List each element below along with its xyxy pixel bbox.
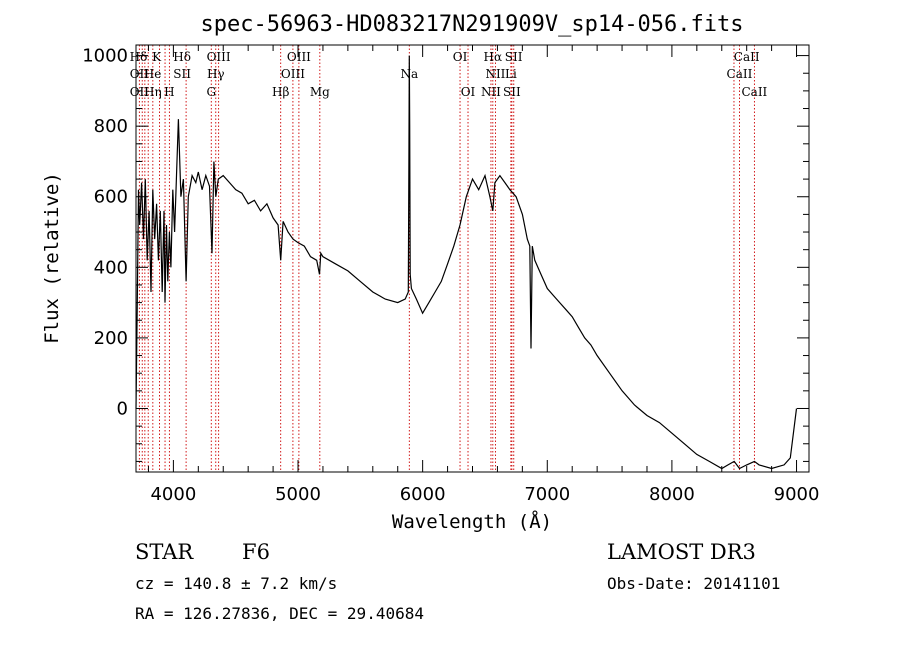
- plot-frame: [135, 44, 810, 473]
- spectral-line-label: OI: [453, 50, 468, 64]
- spectral-line-label: K: [152, 50, 162, 64]
- spectral-line-label: OII: [130, 85, 150, 99]
- spectral-line-markers: [138, 45, 755, 472]
- spectral-line-label: H: [164, 85, 174, 99]
- spectral-line-label: OIII: [281, 67, 305, 81]
- y-tick-label: 1000: [82, 46, 128, 67]
- y-tick-label: 800: [94, 116, 128, 137]
- spectral-line-label: SII: [505, 50, 523, 64]
- x-tick-label: 9000: [774, 484, 820, 505]
- spectral-line-label: CaII: [741, 85, 767, 99]
- spectral-line-label: He: [144, 67, 162, 81]
- spectral-line-label: OI: [461, 85, 476, 99]
- spectral-line-label: Hδ: [173, 50, 191, 64]
- spectral-line-label: NII: [485, 67, 505, 81]
- spectral-line-label: CaII: [727, 67, 753, 81]
- object-subclass: F6: [242, 540, 270, 564]
- spectral-line-label: Mg: [310, 85, 330, 99]
- spectral-line-label: Hα: [484, 50, 503, 64]
- spectral-line-label: CaII: [734, 50, 760, 64]
- spectral-line-label: OII: [130, 67, 150, 81]
- redshift-cz: cz = 140.8 ± 7.2 km/s: [135, 574, 337, 593]
- observation-date: Obs-Date: 20141101: [607, 574, 780, 593]
- survey-name: LAMOST DR3: [607, 540, 756, 564]
- x-axis-label: Wavelength (Å): [392, 510, 552, 533]
- spectral-line-label: NII: [481, 85, 501, 99]
- spectral-line-label: Hγ: [207, 67, 225, 81]
- y-tick-label: 600: [94, 187, 128, 208]
- spectral-line-label: OIII: [287, 50, 311, 64]
- y-tick-label: 400: [94, 257, 128, 278]
- coordinates: RA = 126.27836, DEC = 29.40684: [135, 604, 424, 623]
- y-tick-label: 0: [117, 398, 128, 419]
- spectrum-flux-line: [135, 55, 798, 470]
- spectral-line-label: OIII: [207, 50, 231, 64]
- x-tick-label: 5000: [275, 484, 321, 505]
- x-tick-label: 4000: [150, 484, 196, 505]
- spectral-line-label: SII: [173, 67, 191, 81]
- x-tick-label: 8000: [649, 484, 695, 505]
- y-tick-label: 200: [94, 328, 128, 349]
- object-class: STAR: [135, 540, 194, 564]
- spectral-line-label: Hδ: [130, 50, 148, 64]
- spectral-line-label: Hη: [144, 85, 162, 99]
- spectral-line-label: G: [206, 85, 216, 99]
- spectral-line-label: Hβ: [272, 85, 289, 99]
- chart-title: spec-56963-HD083217N291909V_sp14-056.fit…: [200, 12, 743, 37]
- axis-ticks: 4000 5000 6000 7000 8000 9000 0 200 400 600 800 100…: [82, 45, 819, 505]
- x-tick-label: 7000: [524, 484, 570, 505]
- spectral-line-label: Li: [505, 67, 517, 81]
- x-tick-label: 6000: [400, 484, 446, 505]
- y-axis-label: Flux (relative): [41, 172, 63, 344]
- spectral-line-label: SII: [503, 85, 521, 99]
